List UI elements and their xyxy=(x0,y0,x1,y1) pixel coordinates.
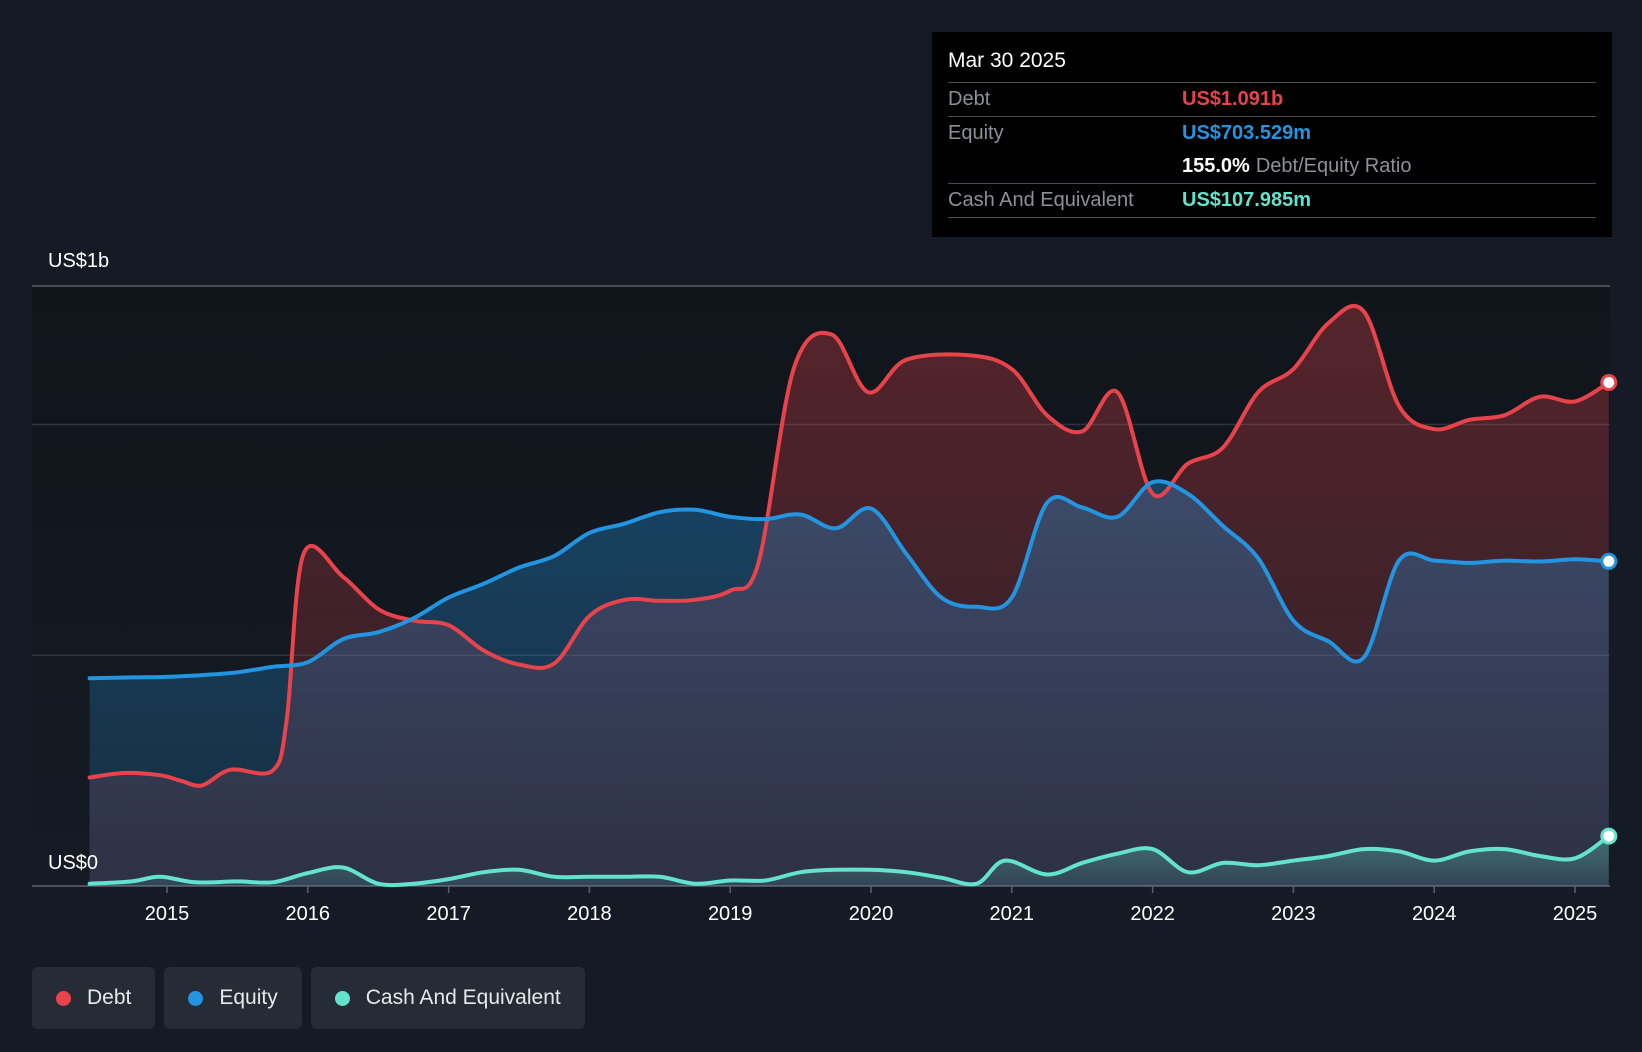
x-tick-label: 2021 xyxy=(990,903,1035,925)
equity-dot-icon xyxy=(188,990,204,1006)
debt-endpoint xyxy=(1600,373,1618,391)
x-tick-label: 2017 xyxy=(426,903,471,925)
legend-cash-label: Cash And Equivalent xyxy=(365,986,561,1009)
legend-debt-label: Debt xyxy=(87,986,132,1009)
x-tick-label: 2020 xyxy=(849,903,894,925)
debt-line xyxy=(87,303,1611,788)
series-endpoints xyxy=(1600,373,1618,845)
equity-line xyxy=(87,479,1611,681)
x-tick-label: 2018 xyxy=(567,903,612,925)
tooltip-debt-value: US$1.091b xyxy=(1182,88,1284,110)
x-tick-label: 2016 xyxy=(286,903,331,925)
y-axis-bottom-label: US$0 xyxy=(48,852,99,874)
equity-endpoint xyxy=(1600,552,1618,570)
legend: Debt Equity Cash And Equivalent xyxy=(32,967,585,1029)
legend-item-equity[interactable]: Equity xyxy=(164,967,302,1029)
x-tick-label: 2015 xyxy=(145,903,190,925)
cash-dot-icon xyxy=(334,990,350,1006)
cash-and-equivalent-endpoint xyxy=(1600,827,1618,845)
tooltip-date: Mar 30 2025 xyxy=(948,49,1066,72)
x-tick-label: 2023 xyxy=(1271,903,1316,925)
tooltip-cash-value: US$107.985m xyxy=(1182,189,1311,211)
y-axis-top-label: US$1b xyxy=(48,250,110,272)
x-axis-ticks: 2015 2016 2017 2018 2019 2020 2021 2022 2023 2024… xyxy=(145,886,1598,925)
x-tick-label: 2022 xyxy=(1130,903,1175,925)
tooltip-debt-row: Debt US$1.091b xyxy=(948,82,1596,116)
tooltip-ratio-label: Debt/Equity Ratio xyxy=(1255,155,1412,177)
legend-item-debt[interactable]: Debt xyxy=(32,967,156,1029)
legend-item-cash[interactable]: Cash And Equivalent xyxy=(310,967,585,1029)
debt-dot-icon xyxy=(56,990,71,1006)
tooltip-equity-label: Equity xyxy=(948,122,1004,144)
tooltip-cash-label: Cash And Equivalent xyxy=(948,189,1134,211)
tooltip-ratio-value: 155.0% xyxy=(1182,155,1250,177)
tooltip-debt-label: Debt xyxy=(948,88,991,110)
series-areas xyxy=(89,305,1609,886)
legend-equity-label: Equity xyxy=(219,986,278,1009)
series-lines xyxy=(87,303,1611,888)
tooltip-cash-row: Cash And Equivalent US$107.985m xyxy=(948,183,1596,218)
x-tick-label: 2024 xyxy=(1412,903,1457,925)
tooltip-equity-row: Equity US$703.529m xyxy=(948,116,1596,150)
equity-area xyxy=(89,481,1609,886)
cash-and-equivalent-area xyxy=(89,836,1609,886)
tooltip-equity-value: US$703.529m xyxy=(1182,122,1311,144)
x-tick-label: 2025 xyxy=(1553,903,1598,925)
tooltip-panel: Mar 30 2025 Debt US$1.091b Equity US$703… xyxy=(932,32,1612,237)
cash-and-equivalent-line xyxy=(87,834,1611,888)
x-tick-label: 2019 xyxy=(708,903,753,925)
tooltip-ratio-row: 155.0% Debt/Equity Ratio xyxy=(948,150,1596,183)
